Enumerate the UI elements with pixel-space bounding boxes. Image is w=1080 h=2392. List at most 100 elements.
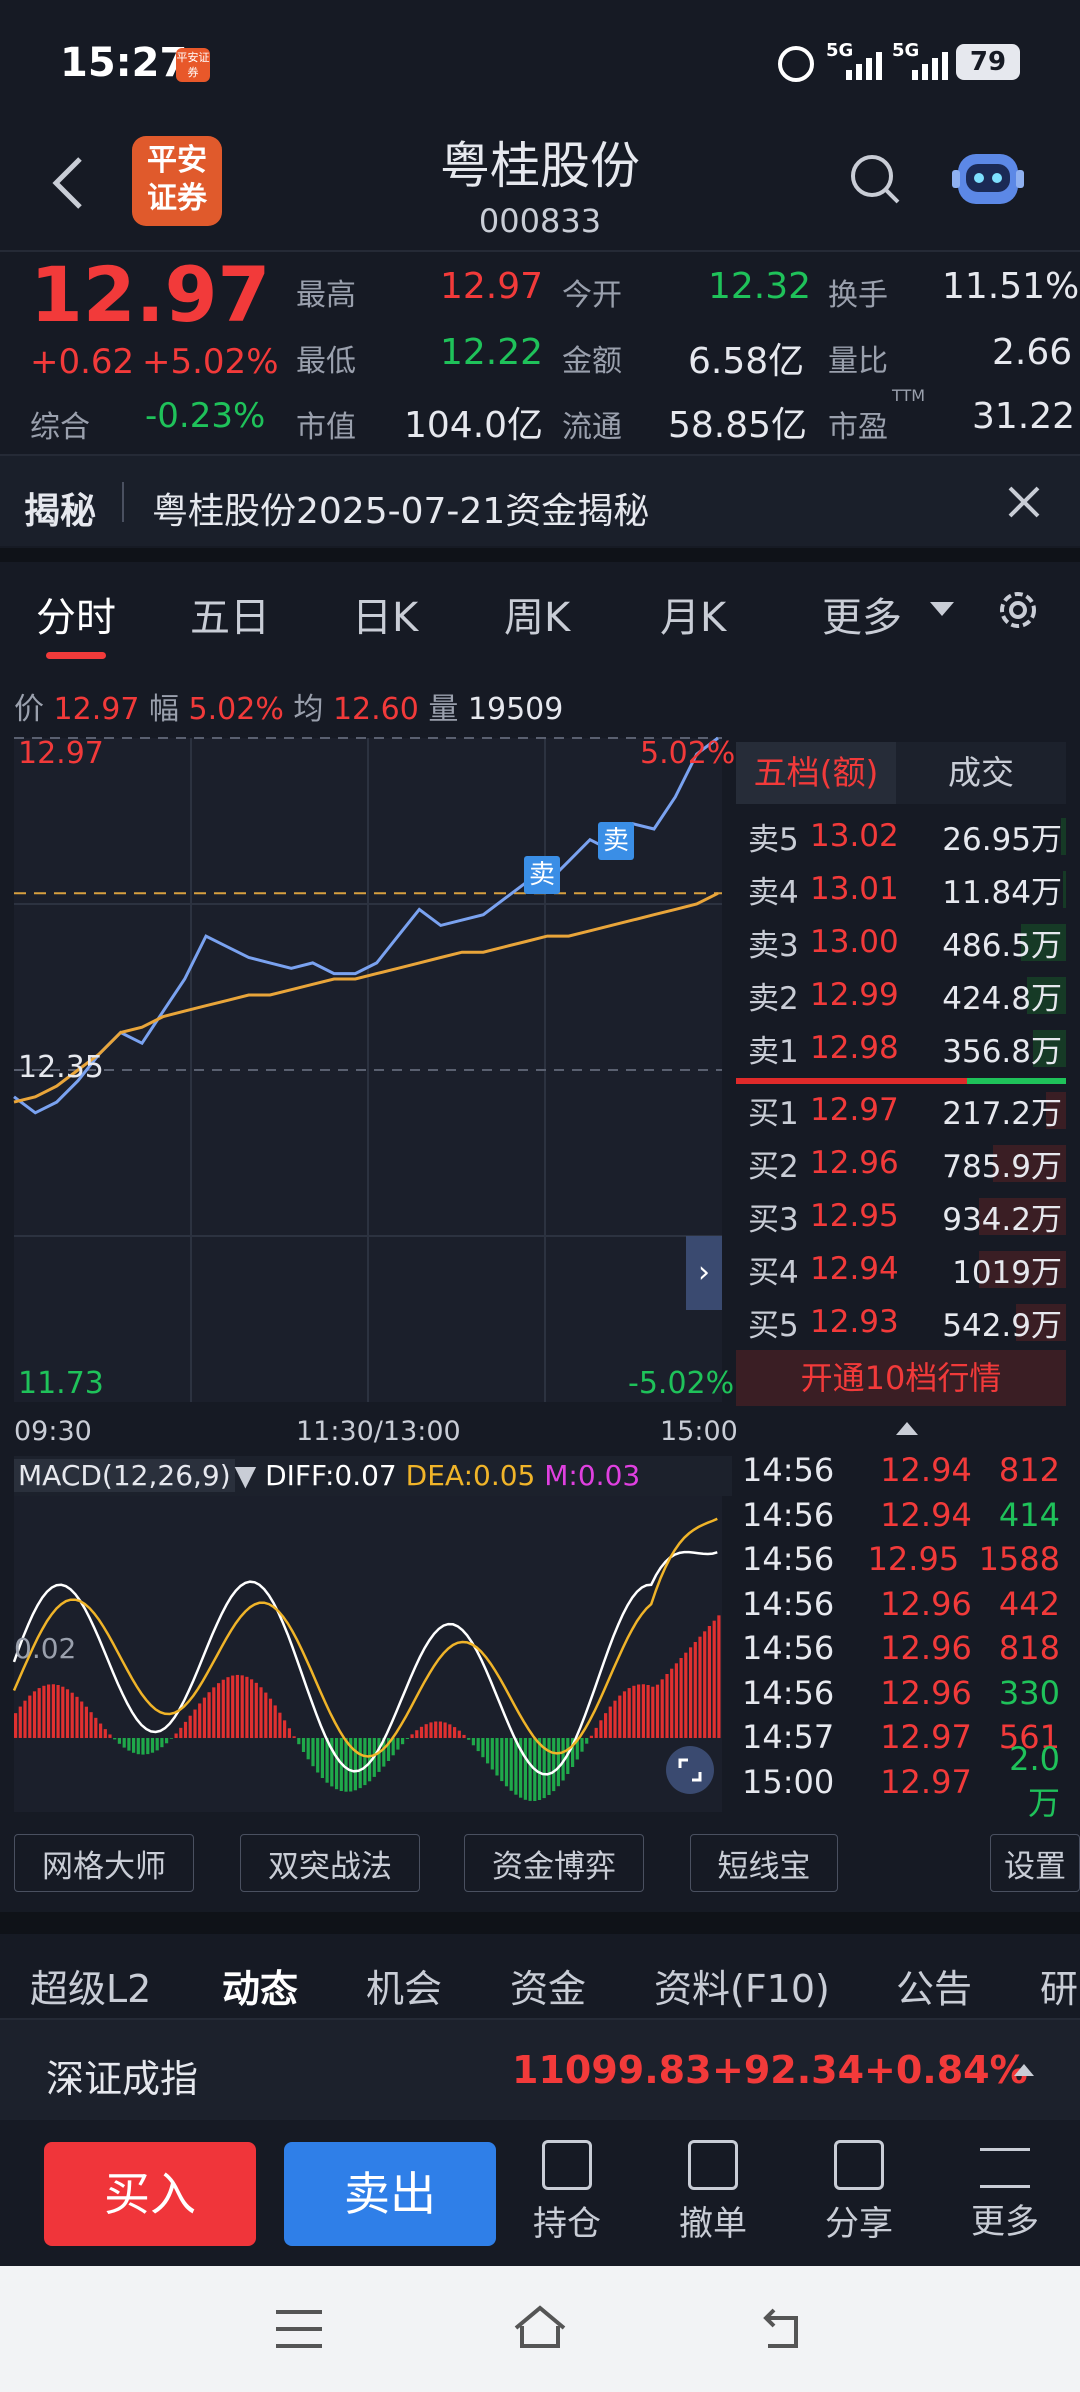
macd-bar — [613, 1700, 617, 1738]
ask-row-2[interactable]: 卖4 13.01 11.84万 — [736, 863, 1066, 915]
level-price: 13.00 — [810, 924, 899, 960]
ask-row-5[interactable]: 卖1 12.98 356.8万 — [736, 1022, 1066, 1074]
macd-bar — [202, 1697, 206, 1739]
undo-icon — [688, 2140, 738, 2190]
trade-row: 14:57 12.97 561 — [736, 1715, 1066, 1759]
more-button[interactable]: 更多 — [950, 2140, 1060, 2243]
macd-bar — [693, 1642, 697, 1738]
menu-icon[interactable] — [276, 2310, 322, 2348]
positions-button[interactable]: 持仓 — [512, 2140, 622, 2245]
gear-icon[interactable] — [994, 586, 1042, 634]
bid-row-5[interactable]: 买5 12.93 542.9万 — [736, 1296, 1066, 1348]
chevron-up-icon[interactable] — [1014, 2064, 1034, 2076]
diff-line — [12, 1550, 718, 1776]
chevron-up-icon[interactable] — [896, 1422, 918, 1435]
macd-bar — [471, 1738, 475, 1746]
depth-bar — [979, 1250, 1066, 1288]
tab-trades[interactable]: 成交 — [948, 753, 1014, 792]
macd-bar — [250, 1679, 254, 1739]
info-line: 价 12.97 幅 5.02% 均 12.60 量 19509 — [14, 684, 563, 728]
tab-opportunity[interactable]: 机会 — [366, 1967, 443, 2011]
macd-bar — [268, 1698, 273, 1738]
ask-row-4[interactable]: 卖2 12.99 424.8万 — [736, 969, 1066, 1021]
dea-line — [12, 1517, 718, 1758]
macd-bar — [212, 1687, 216, 1738]
level-price: 12.94 — [810, 1251, 899, 1287]
tab-five-day[interactable]: 五日 — [190, 595, 270, 641]
tab-research[interactable]: 研 — [1040, 1967, 1079, 2011]
signal-icon-2: 5G — [892, 40, 952, 84]
tab-super-l2[interactable]: 超级L2 — [30, 1967, 152, 2011]
share-button[interactable]: 分享 — [804, 2140, 914, 2245]
price-change-pct: +5.02% — [142, 342, 279, 382]
cancel-order-button[interactable]: 撤单 — [658, 2140, 768, 2245]
macd-bar — [61, 1686, 65, 1739]
tab-daily-k[interactable]: 日K — [352, 595, 419, 641]
tab-monthly-k[interactable]: 月K — [660, 595, 727, 641]
level-amount: 486.5万 — [926, 920, 1066, 965]
index-ticker[interactable]: 深证成指 11099.83 +92.34 +0.84% — [0, 2018, 1080, 2120]
bid-row-3[interactable]: 买3 12.95 934.2万 — [736, 1190, 1066, 1242]
trade-row: 14:56 12.96 818 — [736, 1626, 1066, 1670]
macd-selector[interactable]: MACD(12,26,9) — [14, 1459, 235, 1492]
back-icon[interactable] — [48, 155, 88, 211]
macd-bar — [561, 1738, 565, 1781]
chevron-down-icon[interactable]: ▼ — [234, 1459, 257, 1492]
ask-row-3[interactable]: 卖3 13.00 486.5万 — [736, 916, 1066, 968]
robot-assistant-icon[interactable] — [950, 142, 1026, 212]
grid-master-button[interactable]: 网格大师 — [14, 1834, 194, 1892]
back-nav-icon[interactable] — [756, 2306, 806, 2352]
settings-button[interactable]: 设置 — [990, 1834, 1080, 1892]
home-icon[interactable] — [510, 2302, 570, 2352]
tab-weekly-k[interactable]: 周K — [504, 595, 571, 641]
level-price: 13.02 — [810, 818, 899, 854]
ask-row-1[interactable]: 卖5 13.02 26.95万 — [736, 810, 1066, 862]
macd-bar — [37, 1688, 41, 1738]
share-icon — [834, 2140, 884, 2190]
macd-chart[interactable] — [0, 1496, 736, 1816]
news-banner[interactable]: 揭秘 粤桂股份2025-07-21资金揭秘 — [0, 454, 1080, 546]
short-term-button[interactable]: 短线宝 — [690, 1834, 838, 1892]
broker-logo[interactable]: 平安证券 — [132, 136, 222, 226]
macd-bar — [632, 1685, 636, 1738]
tab-more[interactable]: 更多 — [822, 595, 902, 641]
macd-bar — [259, 1687, 263, 1738]
level-label: 买5 — [748, 1307, 799, 1344]
sell-marker[interactable]: 卖 — [524, 856, 560, 894]
macd-bar — [283, 1720, 287, 1738]
upgrade-level10-button[interactable]: 开通10档行情 — [736, 1350, 1066, 1406]
app-notification-icon: 平安证券 — [176, 48, 210, 82]
trade-price: 12.96 — [880, 1673, 972, 1712]
bid-row-4[interactable]: 买4 12.94 1019万 — [736, 1243, 1066, 1295]
depth-bar — [1063, 870, 1066, 908]
tab-intraday[interactable]: 分时 — [36, 595, 116, 641]
macd-bar — [462, 1734, 466, 1739]
macd-bar — [641, 1684, 645, 1738]
macd-bar — [273, 1705, 277, 1739]
buy-button[interactable]: 买入 — [44, 2142, 256, 2246]
tab-f10[interactable]: 资料(F10) — [654, 1967, 830, 2011]
section-gap — [0, 548, 1080, 562]
sell-marker[interactable]: 卖 — [598, 822, 634, 860]
double-breakout-button[interactable]: 双突战法 — [240, 1834, 420, 1892]
macd-bar — [325, 1738, 329, 1783]
bid-row-1[interactable]: 买1 12.97 217.2万 — [736, 1084, 1066, 1136]
chevron-down-icon[interactable] — [930, 602, 954, 616]
macd-bar — [599, 1720, 603, 1738]
close-icon[interactable] — [1006, 484, 1042, 520]
expand-panel-button[interactable]: › — [686, 1236, 722, 1310]
trade-time: 14:56 — [742, 1495, 835, 1534]
tab-order-book[interactable]: 五档(额) — [736, 742, 896, 804]
sell-button[interactable]: 卖出 — [284, 2142, 496, 2246]
fullscreen-icon[interactable] — [666, 1746, 714, 1794]
fund-game-button[interactable]: 资金博弈 — [464, 1834, 644, 1892]
order-book-tabs: 五档(额) 成交 — [736, 742, 1066, 804]
tab-announcement[interactable]: 公告 — [896, 1967, 973, 2011]
depth-bar — [979, 1197, 1066, 1235]
tab-dynamics[interactable]: 动态 — [222, 1967, 299, 2011]
search-icon[interactable] — [848, 152, 904, 208]
bid-row-2[interactable]: 买2 12.96 785.9万 — [736, 1137, 1066, 1189]
tab-funds[interactable]: 资金 — [510, 1967, 587, 2011]
macd-bar — [264, 1692, 268, 1738]
macd-dea: DEA:0.05 — [405, 1459, 536, 1492]
